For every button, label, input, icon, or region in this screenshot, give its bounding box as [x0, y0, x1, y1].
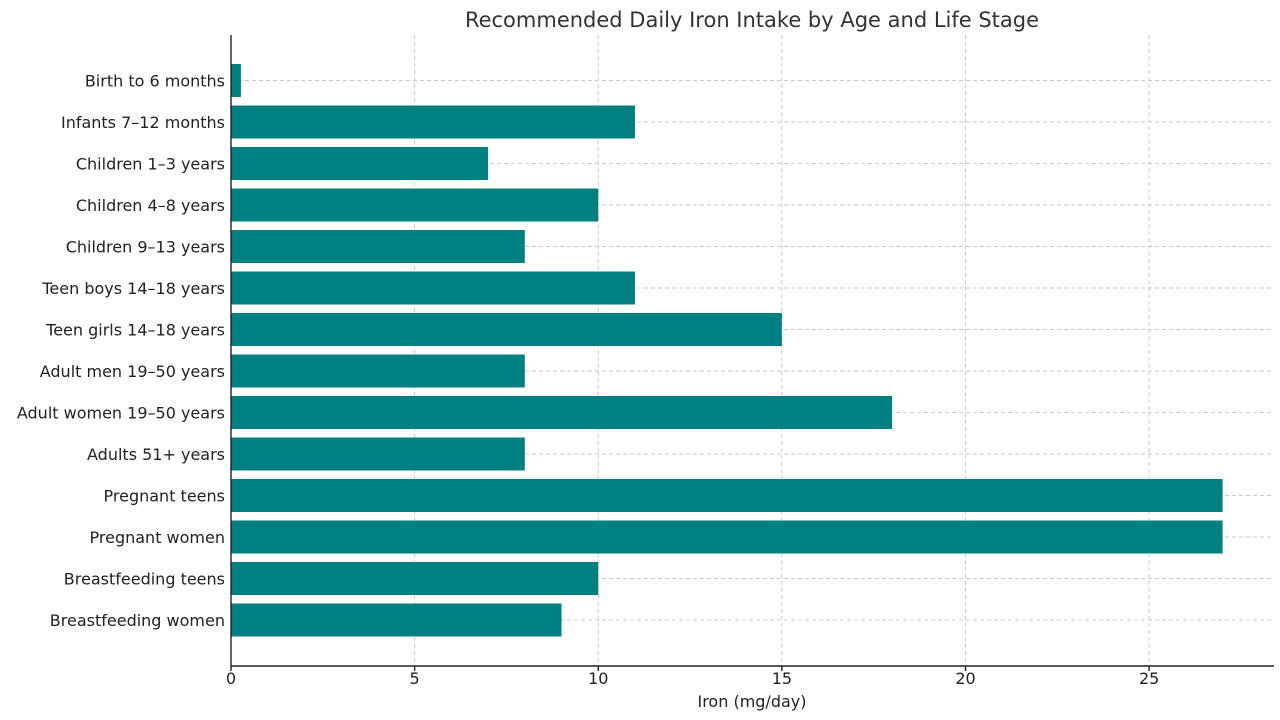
bar [231, 188, 599, 222]
y-tick-labels: Birth to 6 months Infants 7–12 months Chil… [17, 72, 225, 631]
bar [231, 520, 1223, 554]
y-tick-label: Adults 51+ years [87, 445, 225, 464]
bar [231, 64, 241, 97]
y-tick-label: Breastfeeding women [50, 611, 225, 630]
bar [231, 437, 525, 471]
y-tick-label: Adult women 19–50 years [17, 404, 225, 423]
x-tick-label: 15 [772, 669, 792, 688]
x-tick-label: 0 [226, 669, 236, 688]
bar [231, 230, 525, 263]
bar [231, 603, 562, 637]
bar [231, 147, 489, 180]
y-tick-label: Pregnant teens [104, 487, 225, 506]
y-tick-label: Children 9–13 years [66, 238, 225, 257]
y-tick-label: Adult men 19–50 years [40, 362, 225, 381]
bar-layer [231, 64, 1223, 637]
chart-title: Recommended Daily Iron Intake by Age and… [465, 8, 1039, 32]
y-tick-label: Children 4–8 years [76, 196, 225, 215]
bar [231, 313, 782, 346]
bar [231, 479, 1223, 512]
y-tick-label: Infants 7–12 months [61, 113, 225, 132]
x-tick-labels: 0 5 10 15 20 25 [226, 669, 1159, 688]
x-axis-label: Iron (mg/day) [697, 692, 806, 711]
x-tick-label: 5 [410, 669, 420, 688]
y-tick-label: Birth to 6 months [85, 72, 225, 91]
bar [231, 105, 635, 139]
x-tick-label: 25 [1139, 669, 1159, 688]
y-tick-label: Pregnant women [90, 528, 225, 547]
bar [231, 271, 635, 305]
x-tick-label: 10 [588, 669, 608, 688]
y-tick-label: Teen girls 14–18 years [45, 321, 225, 340]
y-tick-label: Breastfeeding teens [64, 570, 225, 589]
bar [231, 396, 893, 429]
bar [231, 562, 599, 595]
x-tick-label: 20 [955, 669, 975, 688]
y-tick-label: Teen boys 14–18 years [41, 279, 225, 298]
bar [231, 354, 525, 388]
axis-layer [230, 35, 1274, 671]
y-tick-label: Children 1–3 years [76, 155, 225, 174]
